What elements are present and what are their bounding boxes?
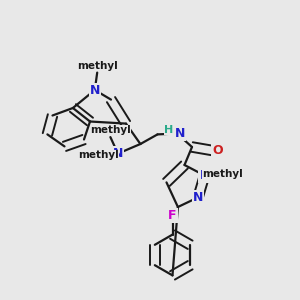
Text: F: F <box>168 208 177 222</box>
Text: N: N <box>113 147 123 160</box>
Text: N: N <box>193 191 203 204</box>
Text: N: N <box>200 169 210 182</box>
Text: methyl: methyl <box>78 150 119 160</box>
Text: methyl: methyl <box>90 125 131 136</box>
Text: N: N <box>90 83 100 97</box>
Text: O: O <box>212 144 223 157</box>
Text: methyl: methyl <box>202 169 243 179</box>
Text: H: H <box>164 125 173 135</box>
Text: N: N <box>175 127 185 140</box>
Text: methyl: methyl <box>77 61 118 71</box>
